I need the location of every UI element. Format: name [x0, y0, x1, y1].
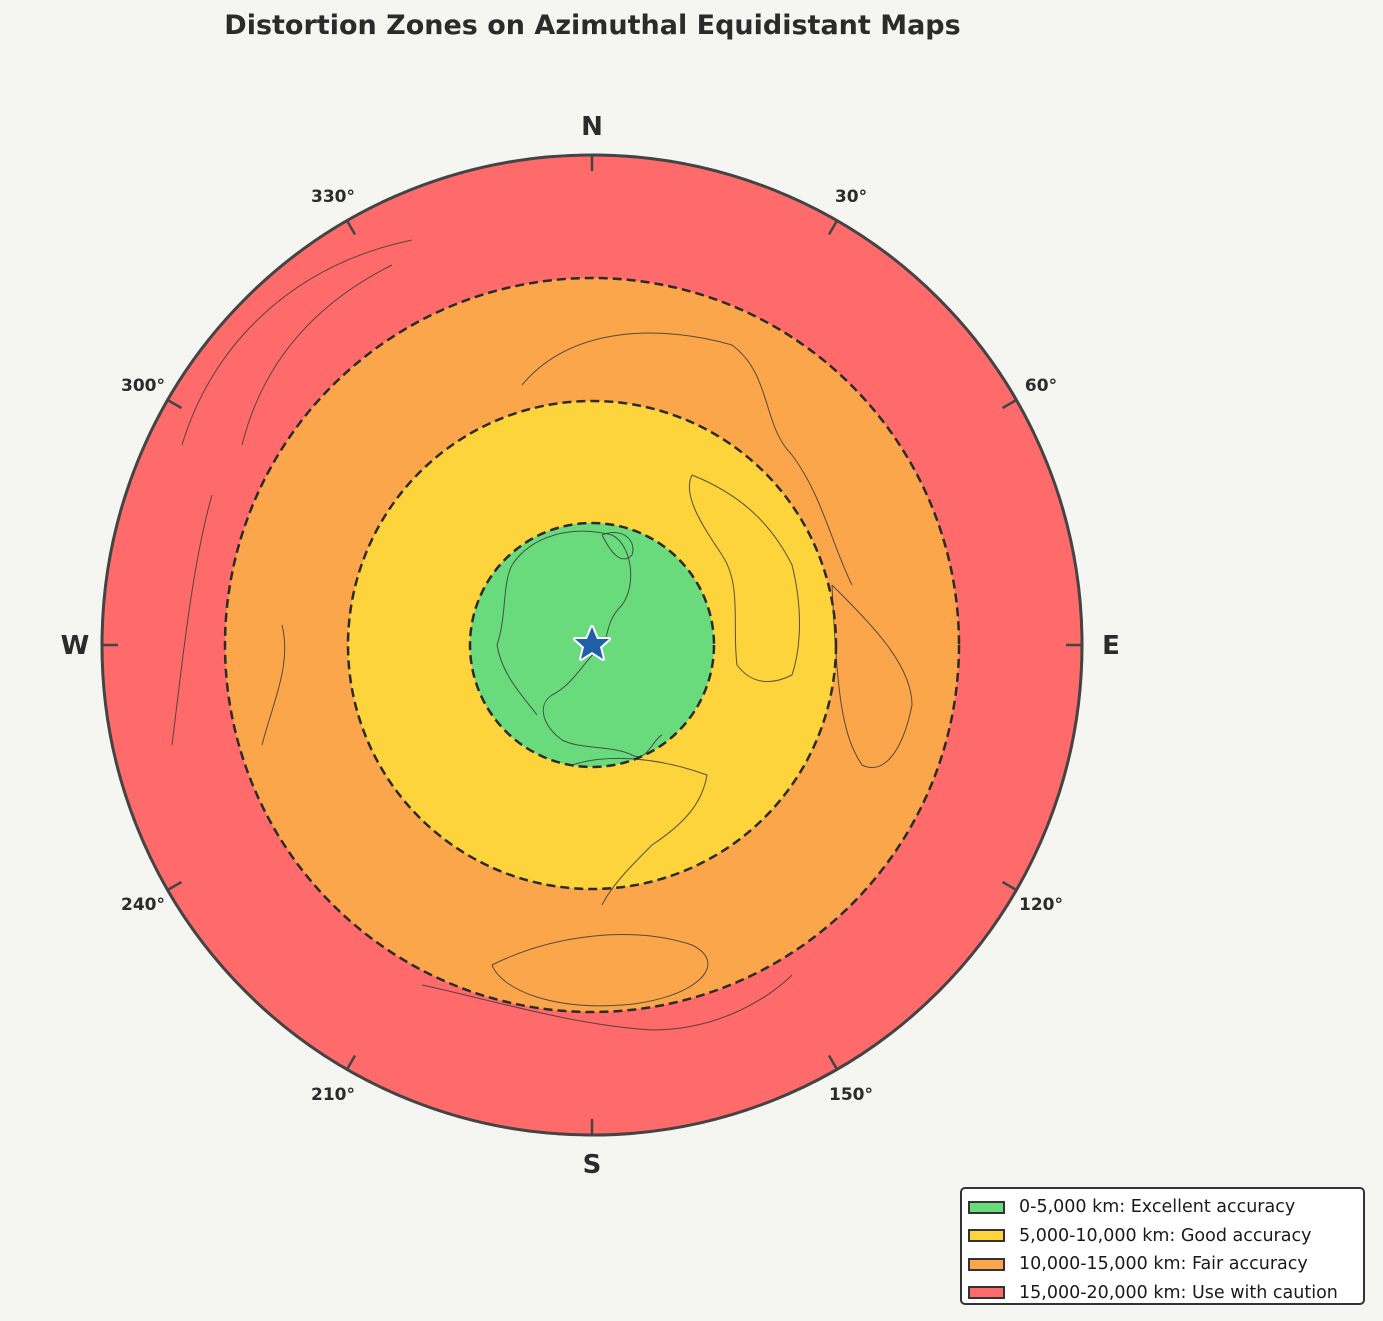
legend-item-yellow: 5,000-10,000 km: Good accuracy	[968, 1222, 1363, 1251]
legend-label: 15,000-20,000 km: Use with caution	[1019, 1282, 1338, 1303]
degree-label-210: 210°	[311, 1085, 355, 1105]
cardinal-north: N	[581, 112, 603, 142]
legend-item-red: 15,000-20,000 km: Use with caution	[968, 1279, 1363, 1308]
legend-swatch-orange	[968, 1257, 1005, 1271]
ring-5000km	[468, 521, 716, 769]
cardinal-west: W	[61, 631, 90, 661]
cardinal-south: S	[583, 1150, 602, 1180]
legend-label: 0-5,000 km: Excellent accuracy	[1019, 1197, 1296, 1218]
degree-label-60: 60°	[1025, 376, 1057, 396]
degree-label-330: 330°	[311, 187, 355, 207]
legend-item-green: 0-5,000 km: Excellent accuracy	[968, 1193, 1363, 1222]
star-icon	[573, 625, 611, 661]
degree-label-240: 240°	[121, 895, 165, 915]
cardinal-east: E	[1102, 631, 1120, 661]
legend-label: 5,000-10,000 km: Good accuracy	[1019, 1225, 1312, 1246]
legend-label: 10,000-15,000 km: Fair accuracy	[1019, 1254, 1308, 1275]
ring-10000km	[346, 399, 838, 891]
ring-15000km	[223, 276, 961, 1014]
degree-label-300: 300°	[121, 376, 165, 396]
legend-swatch-red	[968, 1286, 1005, 1300]
legend-swatch-yellow	[968, 1229, 1005, 1243]
degree-label-150: 150°	[829, 1085, 873, 1105]
chart-title: Distortion Zones on Azimuthal Equidistan…	[224, 10, 961, 41]
legend-item-orange: 10,000-15,000 km: Fair accuracy	[968, 1250, 1363, 1279]
coastlines	[171, 239, 913, 1031]
legend-swatch-green	[968, 1200, 1005, 1214]
degree-label-120: 120°	[1019, 895, 1063, 915]
degree-label-30: 30°	[835, 187, 867, 207]
legend: 0-5,000 km: Excellent accuracy 5,000-10,…	[960, 1187, 1365, 1305]
azimuth-ticks	[102, 155, 1082, 1135]
